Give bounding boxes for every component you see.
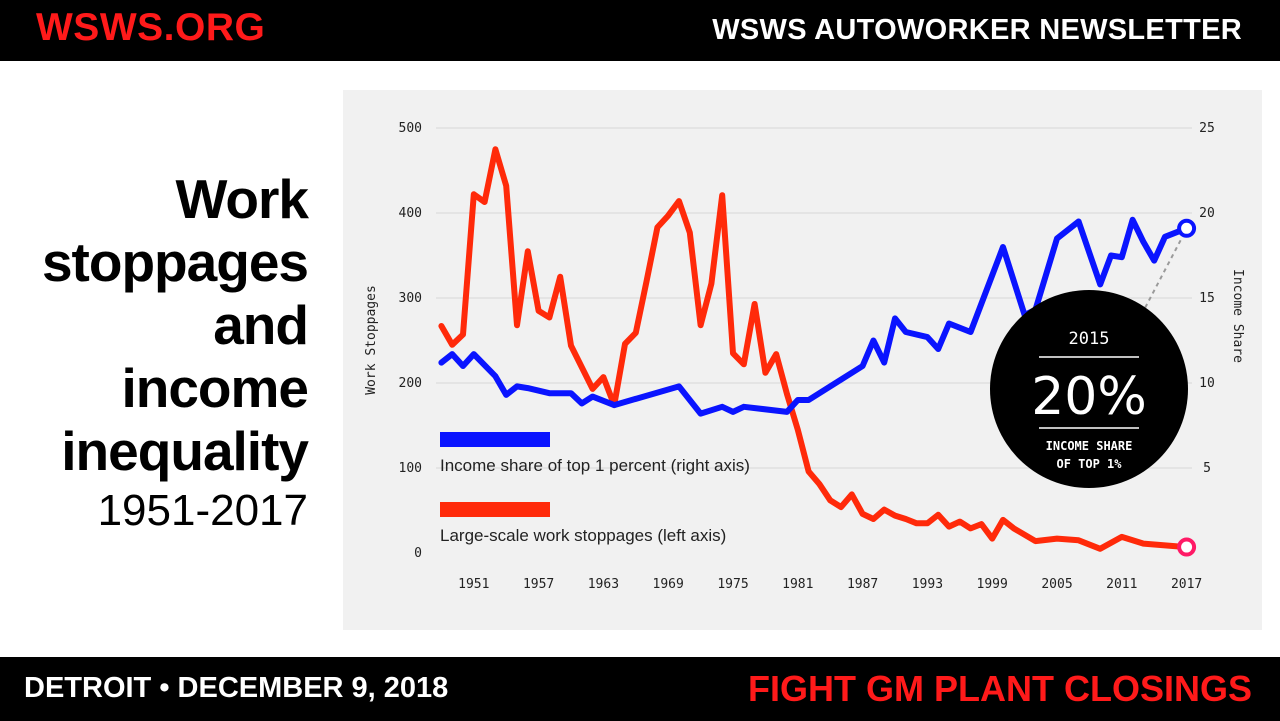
series-line-work-stoppages <box>438 146 1190 552</box>
stoppages-endpoint-marker <box>1177 537 1197 557</box>
left-axis-tick-label: 0 <box>414 546 422 561</box>
legend-label-stoppages: Large-scale work stoppages (left axis) <box>440 526 726 545</box>
left-axis-tick-label: 200 <box>399 376 422 391</box>
legend-swatch-stoppages <box>440 502 550 517</box>
x-axis-tick-label: 2017 <box>1171 577 1202 592</box>
newsletter-title: WSWS AUTOWORKER NEWSLETTER <box>712 14 1242 46</box>
x-axis-tick-label: 2011 <box>1106 577 1137 592</box>
right-axis-tick-label: 15 <box>1199 291 1215 306</box>
top-banner: WSWS.ORG WSWS AUTOWORKER NEWSLETTER <box>0 0 1280 61</box>
badge-year: 2015 <box>1069 329 1110 349</box>
headline: Work stoppages and income inequality 195… <box>41 168 309 538</box>
right-axis-tick-label: 25 <box>1199 121 1215 136</box>
series-line-income-share <box>438 216 1190 417</box>
badge-label: INCOME SHARE <box>1046 439 1133 453</box>
x-axis-tick-label: 1993 <box>912 577 943 592</box>
bottom-banner: DETROIT • DECEMBER 9, 2018 FIGHT GM PLAN… <box>0 657 1280 721</box>
x-axis-tick-label: 1969 <box>653 577 684 592</box>
right-axis-tick-label: 10 <box>1199 376 1215 391</box>
brand-logo-text[interactable]: WSWS.ORG <box>36 6 266 49</box>
annotation-badge <box>990 290 1188 488</box>
x-axis-tick-label: 1999 <box>977 577 1008 592</box>
headline-line: stoppages <box>41 231 309 293</box>
legend-label-income: Income share of top 1 percent (right axi… <box>440 456 750 475</box>
dateline: DETROIT • DECEMBER 9, 2018 <box>24 672 449 704</box>
left-axis-tick-label: 100 <box>399 461 422 476</box>
headline-years: 1951-2017 <box>97 486 308 535</box>
x-axis-tick-label: 1963 <box>588 577 619 592</box>
income-endpoint-marker <box>1177 218 1197 238</box>
legend-swatch-income <box>440 432 550 447</box>
headline-line: and <box>213 294 309 356</box>
x-axis-tick-label: 1987 <box>847 577 878 592</box>
x-axis-tick-label: 2005 <box>1041 577 1072 592</box>
headline-line: income <box>121 357 309 419</box>
headline-line: inequality <box>61 420 309 482</box>
x-axis-tick-label: 1981 <box>782 577 813 592</box>
left-axis-tick-label: 400 <box>399 206 422 221</box>
badge-label: OF TOP 1% <box>1056 457 1122 471</box>
campaign-slogan: FIGHT GM PLANT CLOSINGS <box>748 668 1252 709</box>
left-axis-tick-label: 300 <box>399 291 422 306</box>
right-axis-tick-label: 5 <box>1203 461 1211 476</box>
badge-value: 20% <box>1031 367 1147 427</box>
left-axis-tick-label: 500 <box>399 121 422 136</box>
chart-panel: 0 100 200 300 400 500 5 10 15 20 25 1951 1957 1963 196… <box>343 90 1262 630</box>
right-axis-label: Income Share <box>1230 269 1245 363</box>
chart-svg: 0 100 200 300 400 500 5 10 15 20 25 1951 1957 1963 196… <box>364 121 1245 592</box>
x-axis-tick-label: 1975 <box>717 577 748 592</box>
right-axis-tick-label: 20 <box>1199 206 1215 221</box>
x-axis-tick-label: 1957 <box>523 577 554 592</box>
headline-line: Work <box>175 168 309 230</box>
x-axis-tick-label: 1951 <box>458 577 489 592</box>
left-axis-label: Work Stoppages <box>364 285 379 395</box>
